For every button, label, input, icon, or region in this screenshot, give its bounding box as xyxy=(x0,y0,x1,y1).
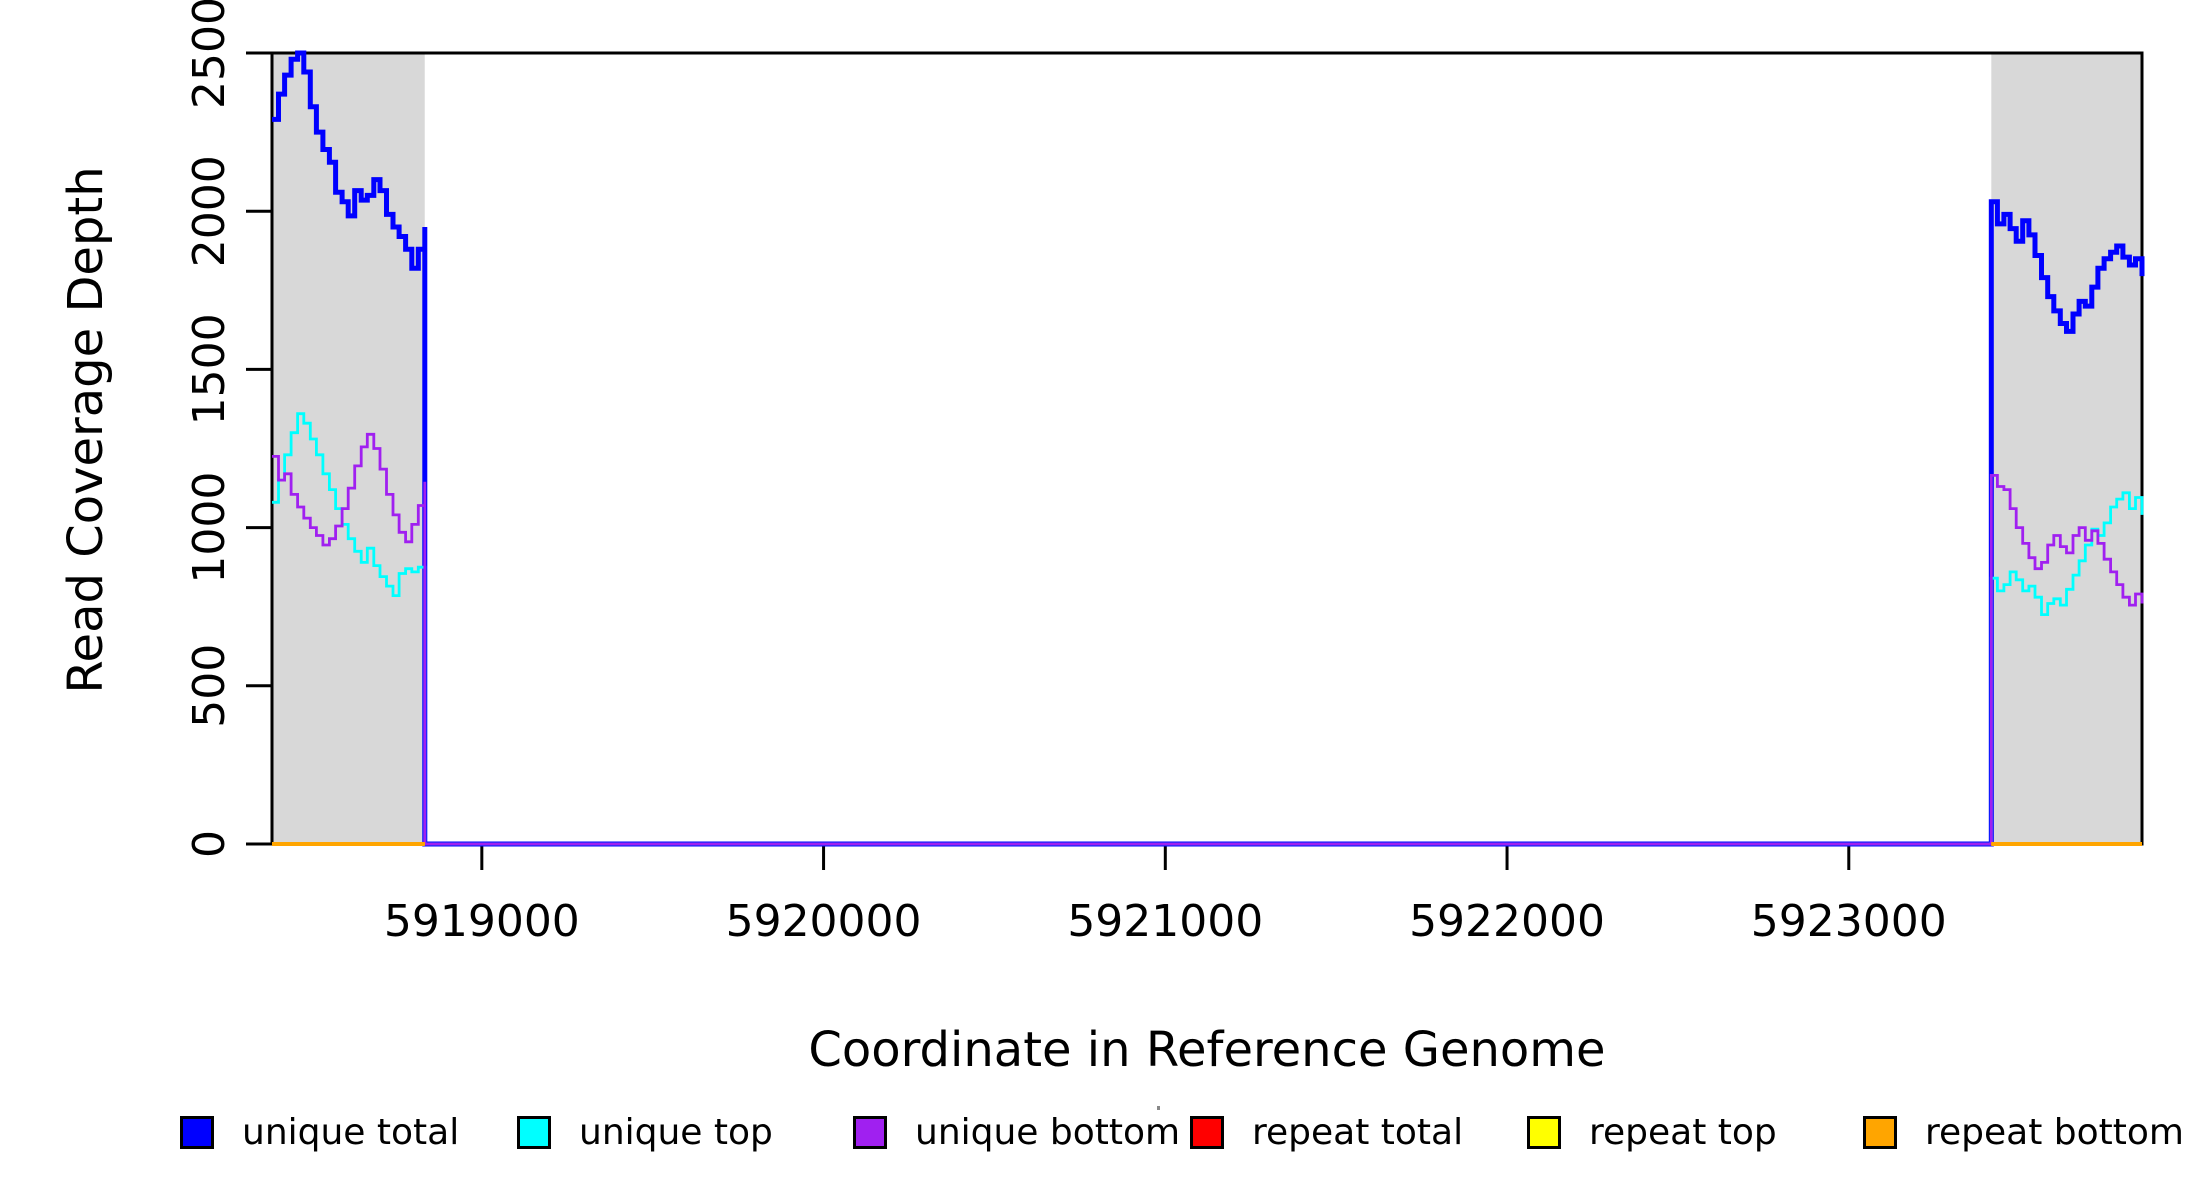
legend-item-repeat-top: repeat top xyxy=(1527,1112,1777,1153)
series-line-unique-bottom xyxy=(272,432,2144,846)
legend-item-unique-top: unique top xyxy=(517,1112,773,1153)
series-line-unique-total xyxy=(272,50,2145,847)
legend-label-repeat-total: repeat total xyxy=(1252,1112,1464,1153)
y-axis-tick-label: 1000 xyxy=(184,472,235,584)
legend-label-unique-top: unique top xyxy=(579,1112,773,1153)
stray-dot xyxy=(1157,1106,1160,1110)
x-axis-tick-label: 5921000 xyxy=(1067,896,1263,947)
legend-item-unique-bottom: unique bottom xyxy=(853,1112,1180,1153)
y-axis-tick-label: 2500 xyxy=(184,0,235,109)
legend-swatch-repeat-top xyxy=(1527,1116,1561,1149)
legend-swatch-unique-bottom xyxy=(853,1116,887,1149)
x-axis-tick-label: 5922000 xyxy=(1409,896,1605,947)
y-axis-tick-label: 500 xyxy=(184,644,235,728)
legend-item-repeat-total: repeat total xyxy=(1190,1112,1463,1153)
repeat-region-highlight xyxy=(1991,53,2142,844)
legend-swatch-repeat-total xyxy=(1190,1116,1224,1149)
y-axis-title: Read Coverage Depth xyxy=(58,166,114,694)
x-axis-tick-label: 5919000 xyxy=(384,896,580,947)
legend-swatch-unique-top xyxy=(517,1116,551,1149)
y-axis-tick-label: 0 xyxy=(184,830,235,858)
repeat-region-highlight xyxy=(272,53,425,844)
plot-border xyxy=(270,51,2144,846)
y-axis-tick-label: 2000 xyxy=(184,155,235,267)
x-axis-tick-label: 5920000 xyxy=(726,896,922,947)
x-axis-title: Coordinate in Reference Genome xyxy=(808,1022,1606,1078)
legend-swatch-repeat-bottom xyxy=(1863,1116,1897,1149)
legend-item-unique-total: unique total xyxy=(180,1112,459,1153)
legend-swatch-unique-total xyxy=(180,1116,214,1149)
legend-label-repeat-top: repeat top xyxy=(1589,1112,1777,1153)
legend-label-repeat-bottom: repeat bottom xyxy=(1925,1112,2184,1153)
legend-label-unique-total: unique total xyxy=(242,1112,460,1153)
series-line-unique-top xyxy=(272,412,2144,846)
y-axis-tick-label: 1500 xyxy=(184,313,235,425)
legend-item-repeat-bottom: repeat bottom xyxy=(1863,1112,2184,1153)
legend-label-unique-bottom: unique bottom xyxy=(915,1112,1181,1153)
x-axis-tick-label: 5923000 xyxy=(1751,896,1947,947)
